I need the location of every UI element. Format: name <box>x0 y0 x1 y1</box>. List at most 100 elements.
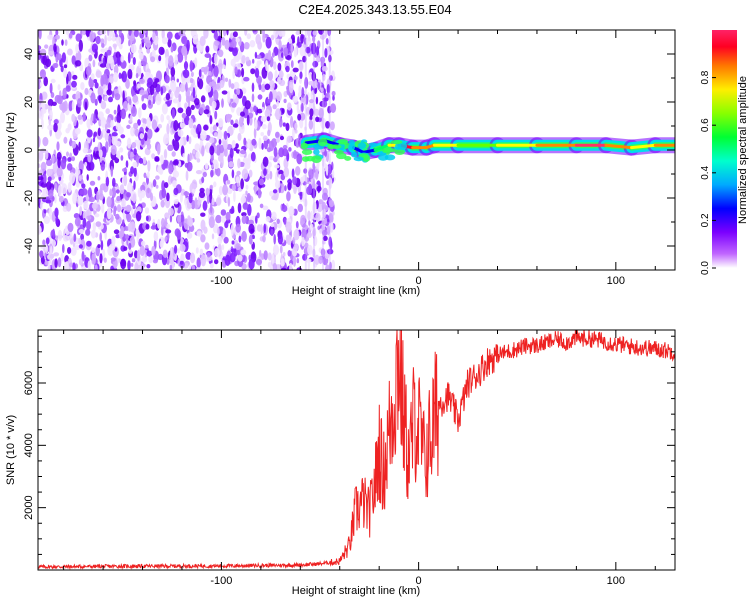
noise-speck <box>230 223 235 236</box>
noise-speck <box>99 183 107 191</box>
noise-speck <box>250 68 256 75</box>
noise-speck <box>318 107 324 119</box>
noise-speck <box>166 115 170 121</box>
noise-speck <box>216 129 223 141</box>
noise-speck <box>144 132 148 142</box>
noise-speck <box>231 169 235 179</box>
noise-speck <box>164 74 170 84</box>
noise-speck <box>260 83 266 93</box>
noise-speck <box>71 156 75 162</box>
noise-speck <box>113 72 119 83</box>
noise-speck <box>243 137 247 146</box>
noise-speck <box>161 217 165 228</box>
noise-speck <box>171 108 176 119</box>
noise-speck <box>86 220 91 231</box>
noise-speck <box>209 184 214 190</box>
noise-speck <box>103 257 107 263</box>
noise-speck <box>78 141 81 151</box>
noise-speck <box>265 216 271 222</box>
noise-speck <box>179 260 184 265</box>
noise-speck <box>69 137 73 147</box>
noise-speck <box>296 153 303 165</box>
noise-speck <box>85 66 92 76</box>
noise-speck <box>77 114 83 121</box>
noise-speck <box>331 90 336 97</box>
noise-speck <box>301 102 304 113</box>
signal-blob <box>350 151 358 158</box>
noise-speck <box>140 184 146 192</box>
noise-speck <box>138 61 142 69</box>
noise-speck <box>111 135 118 146</box>
noise-speck <box>165 229 172 234</box>
noise-speck <box>312 35 316 43</box>
noise-speck <box>44 149 49 160</box>
noise-speck <box>122 219 125 227</box>
noise-speck <box>234 66 238 75</box>
noise-speck <box>45 58 52 68</box>
noise-speck <box>257 94 263 100</box>
noise-speck <box>223 130 228 140</box>
noise-speck <box>184 102 188 109</box>
noise-speck <box>133 167 137 178</box>
colorbar-tick-label: 0.8 <box>700 70 711 84</box>
noise-speck <box>172 138 175 147</box>
noise-speck <box>209 145 215 156</box>
noise-speck <box>221 98 224 108</box>
noise-speck <box>101 146 107 159</box>
noise-speck <box>38 176 44 181</box>
noise-speck <box>106 89 113 96</box>
noise-speck <box>248 169 253 178</box>
noise-speck <box>325 121 331 129</box>
noise-speck <box>194 57 198 66</box>
noise-speck <box>324 48 328 58</box>
noise-speck <box>139 245 146 257</box>
noise-speck <box>300 214 306 225</box>
noise-speck <box>141 103 147 111</box>
noise-speck <box>322 97 329 102</box>
noise-speck <box>303 198 308 207</box>
noise-speck <box>128 30 132 36</box>
noise-speck <box>196 230 202 237</box>
noise-speck <box>74 127 81 135</box>
noise-speck <box>241 55 246 64</box>
noise-speck <box>232 31 238 38</box>
noise-speck <box>291 168 295 179</box>
noise-speck <box>240 196 246 204</box>
noise-speck <box>230 119 234 126</box>
noise-speck <box>87 154 92 163</box>
noise-speck <box>162 249 168 258</box>
noise-speck <box>60 111 65 124</box>
noise-speck <box>114 157 120 164</box>
noise-speck <box>114 30 117 34</box>
noise-speck <box>45 237 50 245</box>
noise-speck <box>82 112 86 122</box>
noise-speck <box>199 248 204 256</box>
noise-speck <box>131 142 137 149</box>
noise-speck <box>38 136 41 148</box>
noise-speck <box>246 142 251 149</box>
noise-speck <box>38 163 41 169</box>
noise-speck <box>146 264 151 269</box>
signal-core <box>361 148 377 154</box>
noise-speck <box>104 95 108 102</box>
noise-speck <box>294 122 298 130</box>
noise-speck <box>331 259 336 270</box>
noise-speck <box>65 85 71 92</box>
noise-speck <box>67 123 72 131</box>
noise-speck <box>60 65 64 73</box>
noise-speck <box>126 137 132 149</box>
noise-speck <box>56 141 60 151</box>
noise-speck <box>168 207 174 216</box>
noise-speck <box>285 221 292 233</box>
signal-blob <box>317 138 328 147</box>
noise-speck <box>294 76 298 81</box>
noise-speck <box>211 30 216 34</box>
noise-speck <box>299 71 303 79</box>
noise-speck <box>91 253 95 265</box>
noise-speck <box>153 231 159 242</box>
noise-speck <box>322 208 326 219</box>
noise-speck <box>58 195 64 203</box>
noise-speck <box>109 188 113 196</box>
x-tick-label: -100 <box>210 275 232 287</box>
noise-speck <box>133 180 136 190</box>
